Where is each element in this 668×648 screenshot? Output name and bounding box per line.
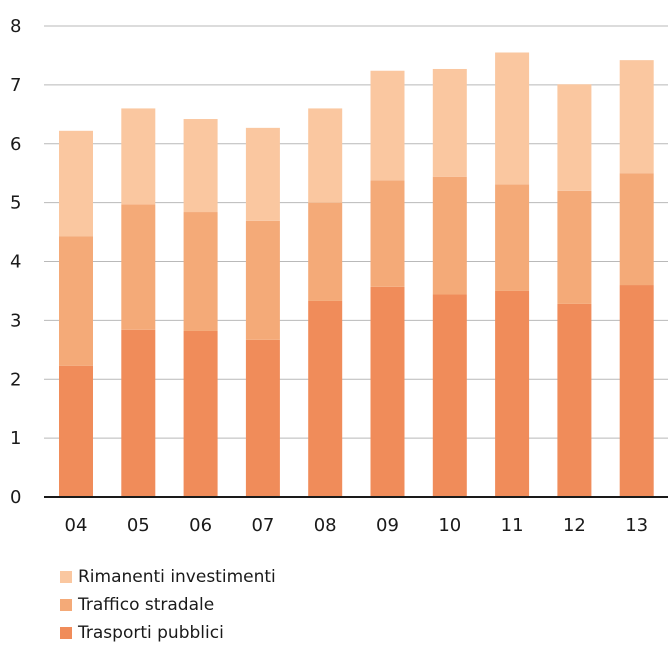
legend: Rimanenti investimenti Traffico stradale…	[60, 564, 276, 648]
y-tick-label: 3	[10, 310, 21, 331]
x-tick-label: 08	[314, 515, 337, 536]
y-tick-label: 7	[10, 75, 21, 96]
bar-segment-10-3	[432, 68, 467, 177]
legend-swatch-traffico-stradale	[60, 599, 72, 611]
y-tick-label: 0	[10, 487, 21, 508]
bar-segment-08-3	[308, 108, 343, 203]
bar-segment-09-1	[370, 286, 405, 497]
legend-item-traffico-stradale: Traffico stradale	[60, 592, 276, 618]
legend-item-rimanenti-investimenti: Rimanenti investimenti	[60, 564, 276, 590]
y-tick-label: 8	[10, 16, 21, 37]
legend-item-trasporti-pubblici: Trasporti pubblici	[60, 620, 276, 646]
x-tick-label: 07	[251, 515, 274, 536]
x-tick-label: 13	[625, 515, 648, 536]
bar-segment-10-1	[432, 294, 467, 497]
y-axis-ticks: 0 1 2 3 4 5 6 7 8	[10, 16, 21, 508]
legend-label: Trasporti pubblici	[78, 623, 224, 643]
x-tick-label: 04	[65, 515, 88, 536]
bar-segment-11-2	[495, 184, 530, 291]
legend-swatch-trasporti-pubblici	[60, 627, 72, 639]
y-tick-label: 4	[10, 252, 21, 273]
bar-segment-13-3	[619, 60, 654, 174]
legend-swatch-rimanenti-investimenti	[60, 571, 72, 583]
bar-segment-12-3	[557, 84, 592, 191]
bar-segment-12-2	[557, 190, 592, 304]
bar-segment-12-1	[557, 303, 592, 497]
bar-segment-04-2	[59, 236, 93, 366]
bar-segment-05-1	[121, 329, 156, 497]
x-tick-label: 09	[376, 515, 399, 536]
bar-segment-11-1	[495, 290, 530, 497]
bar-segment-05-3	[121, 108, 156, 205]
bar-segment-10-2	[432, 176, 467, 295]
bar-segment-06-3	[183, 119, 218, 213]
bar-segment-06-2	[183, 212, 218, 331]
x-tick-label: 06	[189, 515, 212, 536]
y-tick-label: 6	[10, 134, 21, 155]
bars	[59, 52, 654, 497]
bar-segment-06-1	[183, 330, 218, 497]
x-tick-label: 10	[438, 515, 461, 536]
y-tick-label: 2	[10, 369, 21, 390]
bar-segment-09-3	[370, 70, 405, 181]
bar-segment-11-3	[495, 52, 530, 185]
bar-segment-13-2	[619, 173, 654, 286]
bar-segment-07-3	[245, 127, 280, 221]
y-tick-label: 1	[10, 428, 21, 449]
bar-segment-04-1	[59, 365, 93, 497]
bar-segment-04-3	[59, 130, 93, 237]
x-tick-label: 11	[501, 515, 524, 536]
bar-segment-07-1	[245, 339, 280, 497]
x-tick-label: 12	[563, 515, 586, 536]
bar-segment-13-1	[619, 285, 654, 497]
x-axis-ticks: 04 05 06 07 08 09 10 11 12 13	[65, 515, 649, 536]
legend-label: Traffico stradale	[78, 595, 215, 615]
legend-label: Rimanenti investimenti	[78, 567, 276, 587]
y-tick-label: 5	[10, 193, 21, 214]
bar-segment-05-2	[121, 204, 156, 330]
bar-segment-07-2	[245, 220, 280, 340]
x-tick-label: 05	[127, 515, 150, 536]
bar-segment-09-2	[370, 180, 405, 287]
bar-segment-08-1	[308, 300, 343, 497]
bar-segment-08-2	[308, 202, 343, 301]
